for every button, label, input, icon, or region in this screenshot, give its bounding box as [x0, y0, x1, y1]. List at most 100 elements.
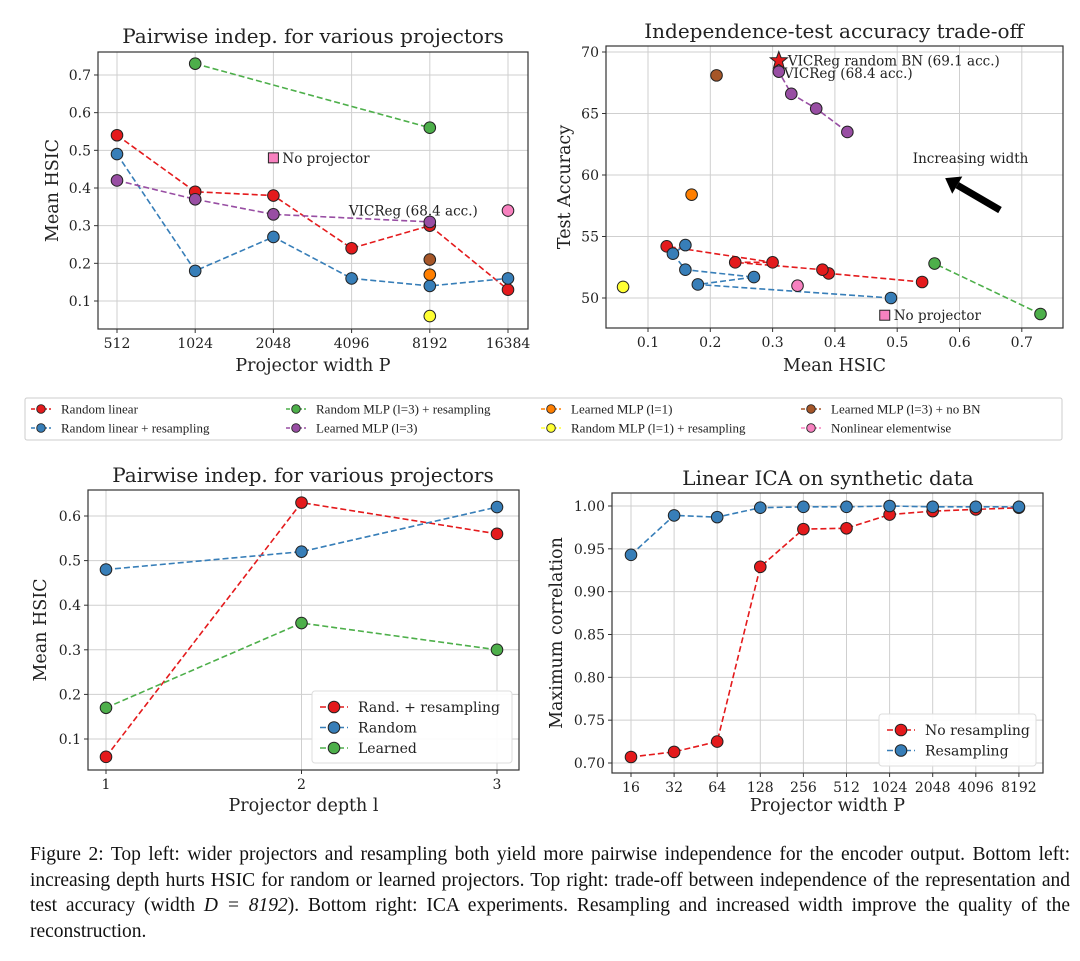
series-line — [630, 505, 1019, 556]
y-tick-label: 60 — [581, 168, 599, 184]
legend-marker — [546, 423, 556, 433]
y-tick-label: 0.5 — [69, 143, 91, 159]
y-tick-label: 0.7 — [69, 68, 91, 84]
x-tick-label: 0.4 — [824, 335, 846, 351]
data-point — [766, 256, 779, 269]
data-point — [797, 522, 810, 536]
legend-marker — [36, 423, 46, 433]
annotation: Increasing width — [913, 151, 1029, 167]
y-tick-label: 65 — [581, 107, 599, 123]
marker-label: No projector — [282, 151, 370, 167]
y-axis-label: Mean HSIC — [31, 578, 51, 681]
data-point — [791, 279, 804, 293]
x-tick-label: 2048 — [915, 780, 951, 796]
data-point — [267, 208, 280, 221]
y-tick-label: 0.75 — [574, 713, 605, 729]
y-tick-label: 0.1 — [69, 294, 91, 310]
data-point — [624, 548, 638, 562]
caption-label: Figure 2: — [30, 844, 104, 865]
series-line — [666, 245, 923, 283]
x-tick-label: 0.5 — [886, 335, 908, 351]
data-point — [884, 291, 898, 305]
x-tick-label: 1 — [102, 777, 111, 793]
data-point — [501, 283, 515, 296]
data-point — [267, 230, 280, 244]
x-tick-label: 0.2 — [699, 335, 721, 351]
y-axis-label: Test Accuracy — [555, 125, 575, 249]
data-point — [616, 280, 630, 294]
data-point — [110, 174, 124, 187]
legend-marker — [546, 404, 556, 414]
legend-label: Random — [358, 721, 417, 737]
data-point — [490, 643, 504, 657]
series-line — [194, 62, 431, 129]
chart-title: Linear ICA on synthetic data — [682, 466, 973, 490]
x-tick-label: 1024 — [177, 336, 213, 352]
marker-label: VICReg random BN (69.1 acc.) — [787, 54, 1000, 70]
data-point — [110, 147, 124, 161]
legend-marker — [36, 404, 46, 414]
y-tick-label: 0.90 — [574, 585, 605, 601]
legend-frame — [878, 713, 1037, 767]
no-projector-marker — [879, 309, 891, 321]
series-line — [778, 71, 848, 133]
y-tick-label: 50 — [581, 291, 599, 307]
data-point — [928, 257, 941, 270]
chart-title: Pairwise indep. for various projectors — [122, 24, 503, 48]
x-tick-label: 512 — [104, 336, 131, 352]
data-point — [295, 545, 308, 558]
legend-marker — [327, 721, 341, 734]
legend-label: Learned MLP (l=3) + no BN — [831, 402, 981, 417]
data-point — [423, 309, 437, 323]
y-tick-label: 0.4 — [69, 181, 91, 197]
x-tick-label: 128 — [747, 780, 774, 796]
series-line — [671, 244, 892, 299]
y-tick-label: 0.6 — [59, 509, 81, 525]
data-point — [969, 500, 983, 514]
y-tick-label: 0.6 — [69, 106, 91, 122]
data-point — [99, 563, 113, 576]
y-tick-label: 0.1 — [59, 732, 81, 748]
x-tick-label: 1024 — [872, 780, 908, 796]
data-point — [685, 188, 698, 201]
series-line — [105, 506, 498, 571]
legend-label: Rand. + resampling — [358, 700, 500, 716]
chart-legend: Rand. + resampling Random Learned — [311, 690, 513, 764]
data-point — [841, 125, 854, 139]
legend-label: Random linear + resampling — [61, 421, 210, 436]
data-point — [754, 501, 767, 515]
data-point — [691, 278, 705, 291]
data-point — [667, 509, 681, 522]
data-point — [679, 263, 692, 277]
data-point — [624, 750, 638, 764]
data-point — [423, 215, 437, 229]
x-tick-label: 512 — [833, 780, 860, 796]
x-tick-label: 8192 — [1001, 780, 1037, 796]
legend-marker — [806, 423, 816, 433]
data-point — [423, 268, 437, 281]
x-tick-label: 2048 — [256, 336, 292, 352]
data-point — [710, 69, 723, 82]
series-line — [630, 506, 1019, 758]
annotation: VICReg (68.4 acc.) — [348, 204, 478, 220]
y-tick-label: 0.95 — [574, 542, 605, 558]
data-point — [188, 57, 202, 70]
y-tick-label: 0.3 — [59, 643, 81, 659]
legend-marker — [327, 700, 341, 714]
data-point — [809, 102, 823, 115]
data-point — [797, 500, 810, 514]
marker-label: No projector — [894, 308, 982, 324]
data-point — [490, 527, 504, 541]
caption-text: Top left: wider projectors and resamplin… — [30, 844, 1070, 916]
x-tick-label: 2 — [297, 777, 306, 793]
caption-text-end: ). Bottom right: ICA experiments. Resamp… — [30, 895, 1070, 942]
data-point — [772, 65, 786, 78]
x-tick-label: 0.1 — [637, 335, 659, 351]
y-tick-label: 55 — [581, 230, 599, 246]
y-tick-label: 1.00 — [574, 499, 605, 515]
y-tick-label: 0.80 — [574, 670, 605, 686]
y-axis-label: Maximum correlation — [547, 537, 567, 729]
plot-frame — [605, 45, 1064, 329]
x-tick-label: 8192 — [412, 336, 448, 352]
y-tick-label: 0.2 — [69, 256, 91, 272]
